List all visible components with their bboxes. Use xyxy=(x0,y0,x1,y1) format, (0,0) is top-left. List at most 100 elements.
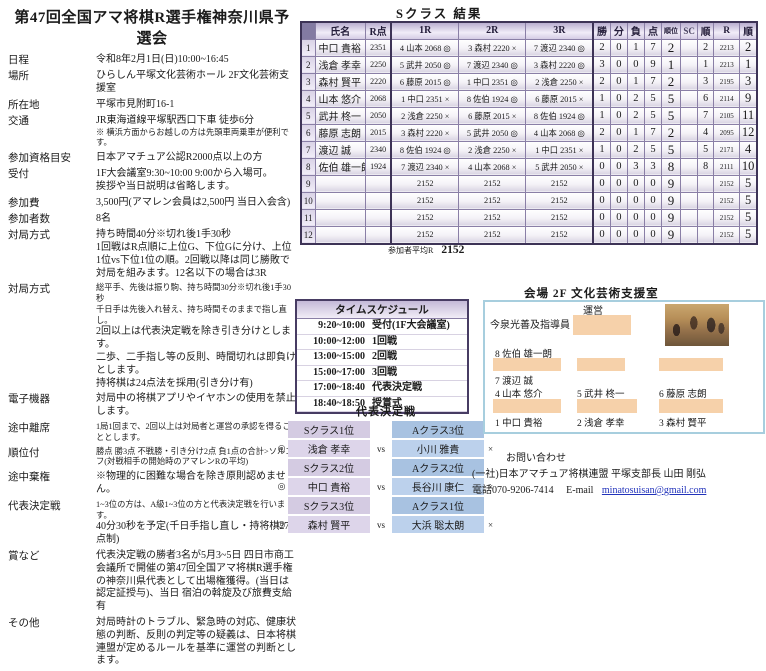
cell-sc xyxy=(680,38,699,57)
cell-points: 0 xyxy=(643,174,662,193)
cell-sc xyxy=(680,157,699,176)
cell-sc xyxy=(680,89,699,108)
loss-mark: × xyxy=(487,481,494,492)
cell-rpoint: 2250 xyxy=(364,55,392,74)
cell-order: 7 xyxy=(697,106,715,125)
seat-label-7: 7 渡辺 誠 xyxy=(495,377,534,387)
info-label: 対局方式 xyxy=(8,230,50,242)
info-text: 平塚市見附町16-1 xyxy=(96,98,175,110)
cell-player-name xyxy=(314,191,366,210)
info-note-pre: 勝点 勝3点 不戦勝・引き分け2点 負1点の合計>ソルコフ(対戦相手の開始時のア… xyxy=(96,446,294,467)
cell-newr: 2152 xyxy=(713,225,741,244)
seat-label-2: 2 浅倉 孝幸 xyxy=(577,419,625,429)
cell-rank: 2 xyxy=(660,38,682,57)
cell-wins: 0 xyxy=(592,225,611,244)
cell-sc xyxy=(680,174,699,193)
cell-rank: 5 xyxy=(660,89,682,108)
result-row: 6 藤原 志朗 2015 3 森村 2220 × 5 武井 2050 ◎ 4 山… xyxy=(300,123,758,142)
cell-wins: 2 xyxy=(592,38,611,57)
venue-photo xyxy=(665,304,729,346)
page-title: 第47回全国アマ将棋R選手権神奈川県予選会 xyxy=(14,10,290,47)
info-value: ※物理的に困難な場合を除き原則認めません。 xyxy=(96,471,296,497)
header-points: 点 xyxy=(643,21,662,40)
schedule-event: 2回戦 xyxy=(372,351,397,362)
playoff-name-row: ◎ 浅倉 孝幸 vs 小川 雅貴 × xyxy=(278,440,494,457)
cell-sc xyxy=(680,55,699,74)
cell-wins: 1 xyxy=(592,89,611,108)
cell-newr: 2195 xyxy=(713,72,741,91)
contact-heading: お問い合わせ xyxy=(506,453,566,464)
info-row: 日程 令和8年2月1日(日)10:00~16:45 xyxy=(8,54,296,67)
cell-wins: 0 xyxy=(592,157,611,176)
cell-round1: 8 佐伯 1924 ◎ xyxy=(390,140,460,159)
seat-label-5: 5 武井 柊一 xyxy=(577,390,625,400)
cell-row-number: 7 xyxy=(300,140,316,159)
cell-row-number: 6 xyxy=(300,123,316,142)
info-value: 平塚市見附町16-1 xyxy=(96,99,296,112)
playoff-class-row: Sクラス1位 Aクラス3位 xyxy=(278,421,494,438)
info-note: ※ 横浜方面からお越しの方は先頭車両乗車が便利です。 xyxy=(96,127,289,148)
cell-round3: 1 中口 2351 × xyxy=(525,140,594,159)
cell-losses: 1 xyxy=(626,72,645,91)
cell-round2: 2152 xyxy=(458,174,527,193)
cell-row-number: 9 xyxy=(300,174,316,193)
cell-round3: 2152 xyxy=(525,208,594,227)
schedule-event: 受付(1F大会議室) xyxy=(372,320,450,331)
info-row: 交通 JR東海道線平塚駅西口下車 徒歩6分 ※ 横浜方面からお越しの方は先頭車両… xyxy=(8,115,296,149)
schedule-time: 13:00~15:00 xyxy=(313,351,365,362)
contact-phone: 電話070-9206-7414 xyxy=(472,485,554,496)
info-row: 途中棄権 ※物理的に困難な場合を除き原則認めません。 xyxy=(8,471,296,497)
cell-row-number: 11 xyxy=(300,208,316,227)
cell-draws: 0 xyxy=(609,89,628,108)
info-label: 電子機器 xyxy=(8,394,50,406)
cell-order: 3 xyxy=(697,72,715,91)
cell-rank: 9 xyxy=(660,225,682,244)
info-text: ひらしん平塚文化芸術ホール 2F文化芸術支援室 xyxy=(96,70,290,94)
cell-order xyxy=(697,174,715,193)
seat-label-3: 3 森村 賢平 xyxy=(659,419,707,429)
info-label: 代表決定戦 xyxy=(8,500,61,512)
cell-sc xyxy=(680,72,699,91)
cell-order2: 5 xyxy=(739,225,758,244)
playoff-s-class: Sクラス3位 xyxy=(288,497,370,514)
cell-order2: 12 xyxy=(739,123,758,142)
cell-row-number: 3 xyxy=(300,72,316,91)
playoff-section: 代表決定戦 Sクラス1位 Aクラス3位 ◎ 浅倉 孝幸 vs 小川 雅貴 × S… xyxy=(278,403,494,535)
cell-rpoint: 2050 xyxy=(364,106,392,125)
cell-rank: 9 xyxy=(660,208,682,227)
cell-rpoint: 2015 xyxy=(364,123,392,142)
win-mark: ◎ xyxy=(277,481,286,491)
cell-losses: 0 xyxy=(626,225,645,244)
playoff-name-row: ◎ 中口 貴裕 vs 長谷川 康仁 × xyxy=(278,478,494,495)
cell-player-name: 佐伯 雄一朗 xyxy=(314,157,366,176)
cell-round2: 2152 xyxy=(458,225,527,244)
info-label: 参加費 xyxy=(8,197,40,209)
cell-points: 9 xyxy=(643,55,662,74)
info-text: 40分30秒を予定(千日手指し直し・持将棋27点制) xyxy=(96,521,290,546)
info-row: 対局方式 総平手、先後は振り駒、持ち時間30分※切れ後1手30秒 千日手は先後入… xyxy=(8,283,296,390)
info-value: ひらしん平塚文化芸術ホール 2F文化芸術支援室 xyxy=(96,70,296,96)
average-rating: 参加者平均R 2152 xyxy=(388,240,464,258)
cell-order2: 3 xyxy=(739,72,758,91)
cell-points: 5 xyxy=(643,140,662,159)
cell-wins: 0 xyxy=(592,191,611,210)
cell-round2: 7 渡辺 2340 ◎ xyxy=(458,55,527,74)
result-row: 11 2152 2152 2152 0 0 0 0 9 2152 5 xyxy=(300,208,758,227)
cell-round1: 2 浅倉 2250 × xyxy=(390,106,460,125)
info-label: 日程 xyxy=(8,55,29,66)
cell-losses: 0 xyxy=(626,55,645,74)
cell-round1: 4 山本 2068 ◎ xyxy=(390,38,460,57)
info-value: 令和8年2月1日(日)10:00~16:45 xyxy=(96,54,296,67)
schedule-time: 18:40~18:50 xyxy=(313,397,365,409)
cell-rpoint: 2351 xyxy=(364,38,392,57)
cell-row-number: 12 xyxy=(300,225,316,244)
cell-order: 8 xyxy=(697,157,715,176)
cell-round3: 2 浅倉 2250 × xyxy=(525,72,594,91)
header-round2: 2R xyxy=(458,21,527,40)
info-text: JR東海道線平塚駅西口下車 徒歩6分 xyxy=(96,114,255,126)
table-shape xyxy=(659,399,723,413)
email-link[interactable]: minatosuisan@gmail.com xyxy=(601,485,707,496)
cell-order2: 11 xyxy=(739,106,758,125)
cell-draws: 0 xyxy=(609,174,628,193)
cell-draws: 0 xyxy=(609,38,628,57)
